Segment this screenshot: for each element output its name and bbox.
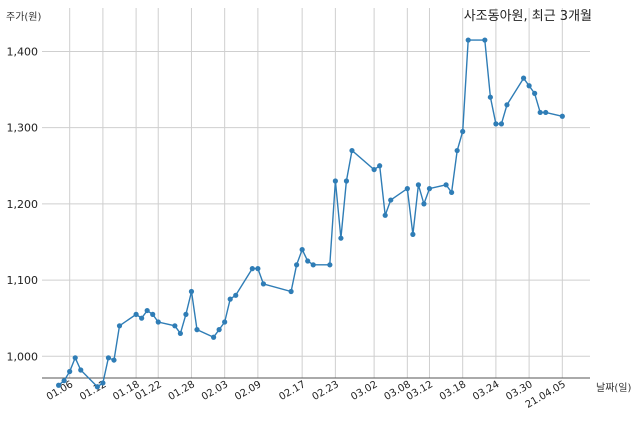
- data-point: [404, 186, 410, 192]
- data-point: [227, 296, 233, 302]
- data-point: [72, 355, 78, 361]
- data-point: [139, 315, 145, 321]
- data-point: [105, 355, 112, 361]
- price-series: [56, 37, 565, 390]
- grid: [42, 8, 590, 378]
- data-point: [305, 258, 311, 264]
- data-point: [56, 382, 62, 388]
- data-point: [255, 266, 261, 272]
- data-point: [426, 186, 433, 192]
- data-point: [233, 292, 239, 298]
- data-point: [183, 311, 189, 317]
- data-point: [177, 330, 183, 337]
- x-tick-label: 03.24: [471, 379, 501, 403]
- data-point: [150, 311, 156, 317]
- data-point: [327, 262, 333, 268]
- data-point: [377, 163, 383, 169]
- data-point: [532, 90, 538, 96]
- data-point: [487, 94, 493, 100]
- data-point: [188, 288, 195, 295]
- data-point: [299, 247, 305, 253]
- data-point: [343, 178, 350, 184]
- chart-title: 사조동아원, 최근 3개월: [464, 9, 592, 24]
- data-point: [111, 357, 117, 363]
- x-tick-label: 03.02: [349, 379, 379, 403]
- data-point: [222, 319, 228, 325]
- data-point: [410, 231, 416, 237]
- data-point: [288, 288, 294, 295]
- y-tick-label: 1,100: [7, 274, 39, 287]
- data-point: [155, 319, 161, 325]
- data-point: [294, 262, 300, 268]
- data-point: [332, 178, 338, 184]
- data-point: [382, 212, 388, 218]
- x-axis-title: 날짜(일): [596, 382, 632, 394]
- data-point: [249, 266, 255, 272]
- x-tick-label: 02.03: [200, 379, 230, 403]
- data-point: [543, 109, 549, 116]
- data-point: [310, 262, 316, 268]
- data-point: [465, 37, 471, 43]
- y-tick-labels: 1,000 1,100 1,200 1,300 1,400: [7, 45, 39, 363]
- x-tick-label: 01.28: [167, 379, 197, 403]
- series-line: [58, 39, 563, 388]
- data-point: [371, 166, 377, 173]
- data-point: [421, 201, 427, 207]
- data-point: [61, 378, 67, 384]
- data-point: [67, 368, 73, 375]
- data-point: [559, 113, 565, 119]
- data-point: [260, 281, 267, 287]
- data-point: [133, 311, 139, 317]
- data-point: [210, 334, 217, 340]
- data-point: [482, 37, 488, 43]
- data-point: [443, 182, 449, 188]
- y-tick-label: 1,300: [7, 122, 39, 135]
- x-tick-label: 03.18: [438, 379, 468, 403]
- data-point: [520, 75, 527, 81]
- y-tick-label: 1,200: [7, 198, 39, 211]
- data-point: [94, 384, 100, 390]
- x-tick-label: 02.23: [311, 379, 341, 403]
- data-point: [388, 197, 394, 203]
- x-tick-label: 01.06: [45, 379, 75, 403]
- data-point: [194, 327, 200, 333]
- data-point: [504, 102, 510, 108]
- data-point: [349, 147, 355, 154]
- x-tick-label: 02.09: [233, 379, 263, 403]
- data-point: [454, 147, 460, 154]
- data-point: [116, 323, 123, 329]
- data-point: [144, 307, 150, 314]
- x-tick-label: 02.17: [277, 379, 307, 403]
- data-point: [415, 182, 422, 188]
- data-point: [449, 189, 455, 196]
- data-point: [216, 327, 222, 333]
- data-point: [498, 121, 505, 127]
- data-point: [493, 121, 499, 127]
- data-point: [460, 128, 466, 135]
- data-point: [78, 367, 84, 373]
- data-point: [537, 109, 543, 116]
- y-tick-label: 1,400: [7, 45, 39, 58]
- data-point: [338, 235, 344, 241]
- data-point: [526, 83, 532, 89]
- data-point: [100, 380, 106, 386]
- data-point: [172, 323, 178, 329]
- y-axis-title: 주가(원): [6, 11, 42, 23]
- y-tick-label: 1,000: [7, 350, 39, 363]
